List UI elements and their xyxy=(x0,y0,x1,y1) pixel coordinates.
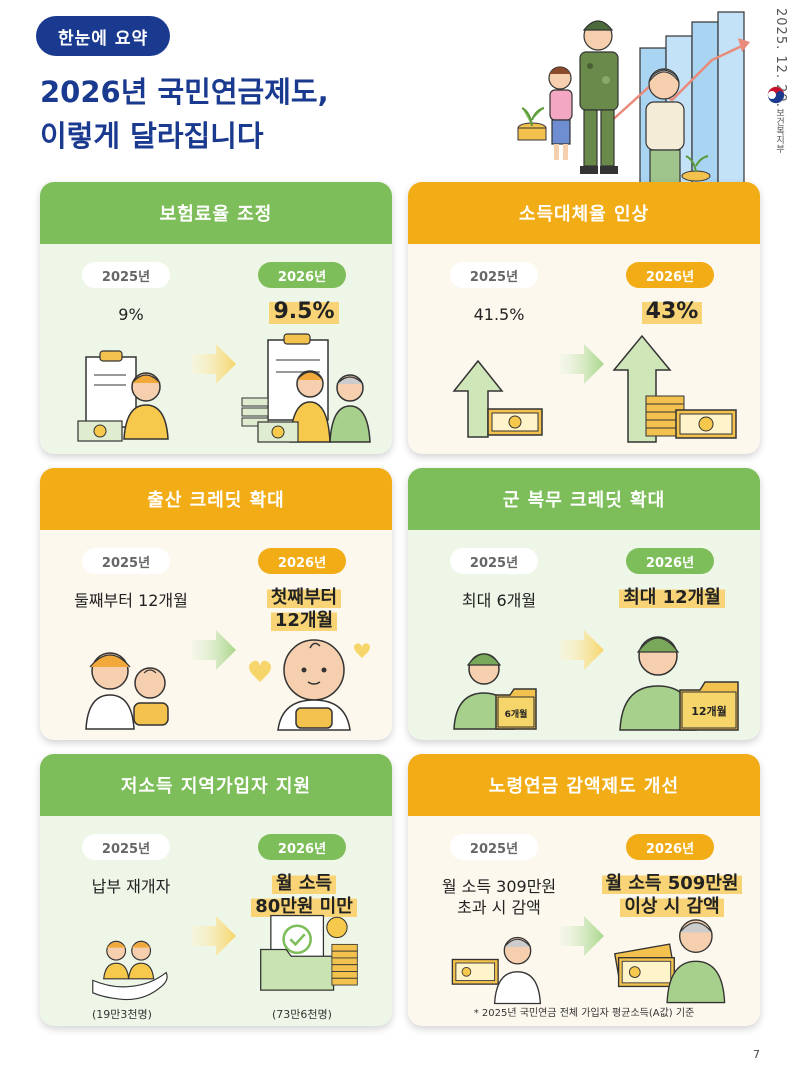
old-value: 월 소득 309만원 초과 시 감액 xyxy=(414,876,584,918)
new-value-line2: 12개월 xyxy=(270,610,338,631)
card-title: 저소득 지역가입자 지원 xyxy=(40,754,392,816)
baby-icon xyxy=(249,639,370,731)
card-contribution-rate: 보험료율 조정 2025년 2026년 9% 9.5% xyxy=(40,182,392,454)
new-value-text: 9.5% xyxy=(269,299,339,324)
old-value: 둘째부터 12개월 xyxy=(74,591,188,610)
page-title: 2026년 국민연금제도, 이렇게 달라집니다 xyxy=(40,70,460,158)
old-value-line1: 월 소득 309만원 xyxy=(441,877,557,896)
count-new: (73만6천명) xyxy=(272,1008,332,1021)
soldier-folder-icon: 12개월 xyxy=(619,636,739,731)
new-value-text: 43% xyxy=(641,299,703,324)
year-new-pill: 2026년 xyxy=(258,548,346,574)
arrow-up-coins-money-icon xyxy=(612,334,737,443)
page-title-line1: 2026년 국민연금제도, xyxy=(40,75,329,109)
year-new-pill: 2026년 xyxy=(626,548,714,574)
elder-money-icon xyxy=(451,936,542,1005)
old-value-line2: 초과 시 감액 xyxy=(457,898,541,917)
year-old-pill: 2025년 xyxy=(450,834,538,860)
year-old-pill: 2025년 xyxy=(450,548,538,574)
right-arrow-icon xyxy=(560,630,604,670)
year-new-pill: 2026년 xyxy=(258,834,346,860)
new-value-line2: 80만원 미만 xyxy=(251,896,357,917)
soldier-folder-icon: 6개월 xyxy=(453,653,537,730)
hand-people-icon xyxy=(92,940,168,1001)
new-value-line1: 월 소득 509만원 xyxy=(601,873,743,894)
right-arrow-icon xyxy=(192,916,236,956)
new-value-line1: 첫째부터 xyxy=(266,587,342,608)
ministry-logo-icon xyxy=(767,86,785,104)
year-new-pill: 2026년 xyxy=(626,262,714,288)
folder-check-coins-icon xyxy=(260,914,358,991)
new-value: 월 소득 80만원 미만 xyxy=(226,872,382,918)
card-title: 군 복무 크레딧 확대 xyxy=(408,468,760,530)
new-value: 43% xyxy=(594,299,750,324)
new-value: 9.5% xyxy=(226,299,382,324)
right-arrow-icon xyxy=(192,344,236,384)
new-value-line2: 이상 시 감액 xyxy=(620,896,724,917)
year-new-pill: 2026년 xyxy=(626,834,714,860)
family-growth-illustration xyxy=(517,11,750,186)
new-value: 월 소득 509만원 이상 시 감액 xyxy=(594,872,750,918)
card-title: 출산 크레딧 확대 xyxy=(40,468,392,530)
old-value: 9% xyxy=(118,305,144,324)
elder-money-stack-icon xyxy=(613,919,726,1004)
arrow-up-money-icon xyxy=(452,359,543,438)
parent-baby-icon xyxy=(85,652,169,730)
new-value-text: 최대 12개월 xyxy=(619,587,725,608)
card-pension-reduction: 노령연금 감액제도 개선 2025년 2026년 월 소득 309만원 초과 시… xyxy=(408,754,760,1026)
page-title-line2: 이렇게 달라집니다 xyxy=(40,119,264,153)
publish-date: 2025. 12. 29. xyxy=(773,8,788,108)
page-number: 7 xyxy=(753,1048,760,1061)
document-person-icon xyxy=(77,350,169,442)
card-military-credit: 군 복무 크레딧 확대 2025년 2026년 최대 6개월 최대 12개월 6… xyxy=(408,468,760,740)
card-childbirth-credit: 출산 크레딧 확대 2025년 2026년 둘째부터 12개월 첫째부터 12개… xyxy=(40,468,392,740)
footnote: * 2025년 국민연금 전체 가입자 평균소득(A값) 기준 xyxy=(473,1008,695,1019)
card-title: 보험료율 조정 xyxy=(40,182,392,244)
card-title: 노령연금 감액제도 개선 xyxy=(408,754,760,816)
right-arrow-icon xyxy=(560,344,604,384)
year-old-pill: 2025년 xyxy=(82,834,170,860)
ministry-name: 보건복지부 xyxy=(774,108,784,153)
new-value: 최대 12개월 xyxy=(594,586,750,609)
documents-family-icon xyxy=(241,333,371,443)
old-value: 납부 재개자 xyxy=(91,877,171,896)
summary-badge: 한눈에 요약 xyxy=(36,16,171,56)
new-value-line1: 월 소득 xyxy=(272,873,336,894)
count-old: (19만3천명) xyxy=(92,1008,152,1021)
folder-new-label: 12개월 xyxy=(691,704,727,718)
year-new-pill: 2026년 xyxy=(258,262,346,288)
right-arrow-icon xyxy=(192,630,236,670)
new-value: 첫째부터 12개월 xyxy=(226,586,382,632)
old-value: 41.5% xyxy=(473,305,525,324)
old-value: 최대 6개월 xyxy=(461,591,537,610)
year-old-pill: 2025년 xyxy=(82,262,170,288)
year-old-pill: 2025년 xyxy=(450,262,538,288)
year-old-pill: 2025년 xyxy=(82,548,170,574)
folder-old-label: 6개월 xyxy=(505,708,528,720)
card-replacement-rate: 소득대체율 인상 2025년 2026년 41.5% 43% xyxy=(408,182,760,454)
right-arrow-icon xyxy=(560,916,604,956)
card-low-income-support: 저소득 지역가입자 지원 2025년 2026년 납부 재개자 월 소득 80만… xyxy=(40,754,392,1026)
card-title: 소득대체율 인상 xyxy=(408,182,760,244)
